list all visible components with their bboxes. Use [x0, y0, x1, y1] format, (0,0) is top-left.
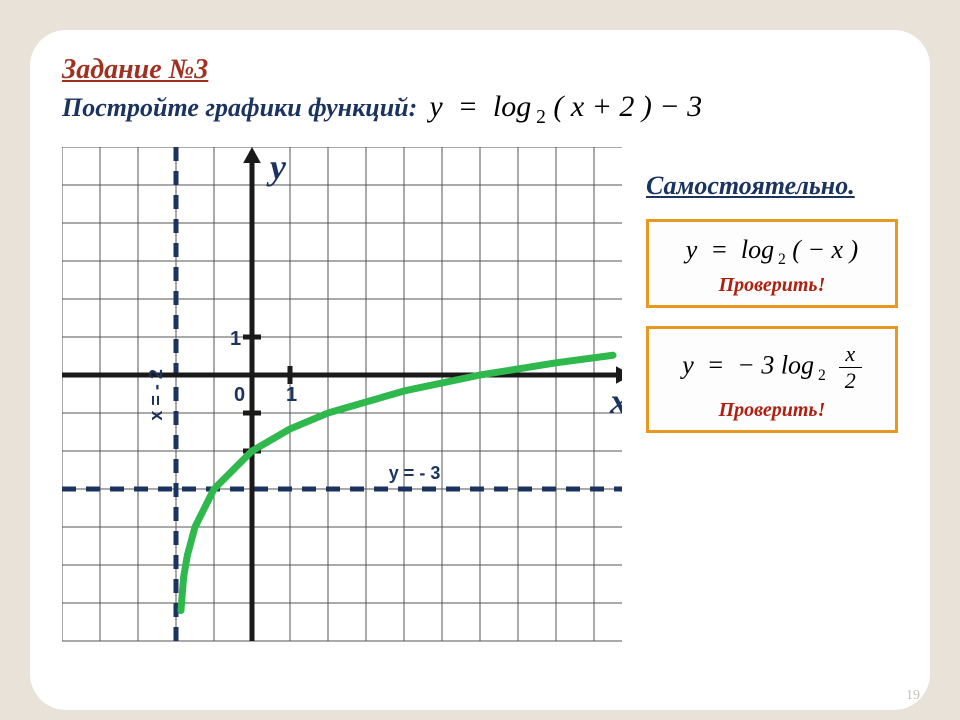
task-subtitle: Постройте графики функций:: [62, 93, 417, 123]
svg-text:x = - 2: x = - 2: [146, 369, 166, 421]
svg-text:1: 1: [230, 328, 241, 350]
main-formula: y = log 2 ( x + 2 ) − 3: [429, 90, 702, 129]
check-box-2: y = − 3 log 2 x2 Проверить!: [646, 326, 898, 432]
formula-1: y = log 2 ( − x ): [661, 236, 883, 268]
page-number: 19: [906, 688, 920, 704]
chart: y x 0 1 1 y = - 3 x = - 2: [62, 147, 622, 647]
task-title: Задание №3: [62, 54, 898, 86]
check-box-1: y = log 2 ( − x ) Проверить!: [646, 219, 898, 308]
svg-text:x: x: [609, 381, 622, 421]
formula-2: y = − 3 log 2 x2: [661, 343, 883, 392]
slide-card: Задание №3 Постройте графики функций: y …: [30, 30, 930, 710]
svg-text:0: 0: [234, 384, 245, 406]
content-row: y x 0 1 1 y = - 3 x = - 2 Самостоятельно. y = …: [62, 147, 898, 647]
check-button-2[interactable]: Проверить!: [661, 399, 883, 422]
svg-text:1: 1: [286, 384, 297, 406]
check-button-1[interactable]: Проверить!: [661, 274, 883, 297]
svg-text:y = - 3: y = - 3: [389, 463, 441, 483]
subtitle-row: Постройте графики функций: y = log 2 ( x…: [62, 90, 898, 129]
right-column: Самостоятельно. y = log 2 ( − x ) Провер…: [646, 147, 898, 433]
svg-text:y: y: [266, 147, 287, 187]
chart-svg: y x 0 1 1 y = - 3 x = - 2: [62, 147, 622, 647]
self-work-heading: Самостоятельно.: [646, 171, 898, 201]
